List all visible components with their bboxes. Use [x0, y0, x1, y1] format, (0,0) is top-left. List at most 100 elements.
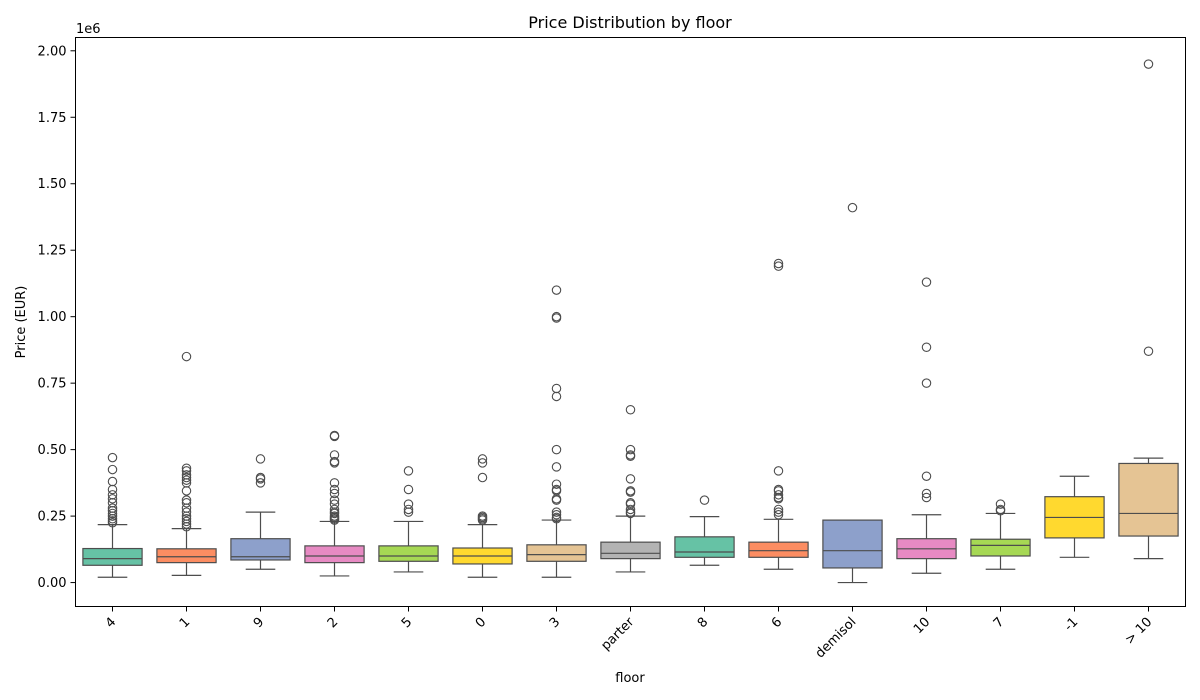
y-tick-label: 2.00: [38, 44, 67, 59]
outlier-point: [921, 378, 932, 388]
outlier-point: [625, 450, 636, 460]
outlier-point: [181, 475, 192, 485]
iqr-box: [674, 536, 735, 558]
outlier-point: [107, 484, 118, 495]
outlier-point: [181, 498, 192, 508]
outlier-point: [699, 495, 710, 505]
y-axis-ticks: 0.00 0.25 0.50 0.75 1.00 1.25 1.50 1.75 2.00: [38, 44, 76, 591]
outlier-point: [995, 504, 1006, 515]
y-tick-label: 0.50: [38, 443, 67, 458]
outlier-point: [625, 498, 636, 508]
outlier-point: [551, 512, 562, 523]
outlier-point: [995, 499, 1006, 509]
box-9: [230, 454, 291, 570]
outlier-point: [181, 472, 192, 483]
iqr-box: [970, 538, 1031, 557]
outlier-point: [773, 510, 784, 520]
x-tick-label: 5: [399, 615, 415, 631]
iqr-box: [82, 547, 143, 566]
outlier-point: [181, 516, 192, 527]
outlier-point: [181, 507, 192, 517]
outlier-point: [625, 474, 636, 484]
y-tick-label: 1.75: [38, 111, 67, 126]
iqr-box: [230, 538, 291, 561]
outlier-point: [403, 466, 414, 476]
outlier-point: [107, 490, 118, 500]
iqr-box: [156, 548, 217, 564]
iqr-box: [1118, 462, 1179, 537]
outlier-point: [921, 342, 932, 353]
outlier-point: [181, 466, 192, 476]
box-10: [896, 277, 957, 574]
outlier-point: [181, 486, 192, 496]
outlier-point: [477, 458, 488, 468]
outlier-point: [847, 202, 858, 213]
x-tick-label: 0: [473, 615, 489, 631]
outlier-point: [329, 484, 340, 495]
outlier-point: [773, 484, 784, 495]
box--1: [1044, 475, 1105, 558]
plot-frame: [75, 37, 1186, 607]
outlier-point: [625, 404, 636, 415]
iqr-box: [600, 541, 661, 560]
outlier-point: [551, 383, 562, 394]
outlier-point: [551, 507, 562, 517]
x-tick-label: > 10: [1122, 615, 1155, 648]
box-> 10: [1118, 59, 1179, 560]
x-tick-label: 6: [769, 615, 785, 631]
outlier-point: [255, 478, 266, 488]
x-tick-label: 7: [991, 615, 1007, 631]
outlier-point: [477, 472, 488, 483]
outlier-point: [107, 508, 118, 519]
x-tick-label: 4: [103, 615, 119, 631]
box-0: [452, 454, 513, 578]
box-5: [378, 466, 439, 573]
outlier-point: [107, 494, 118, 504]
outlier-point: [625, 486, 636, 496]
outlier-point: [1143, 59, 1154, 69]
outlier-point: [329, 495, 340, 505]
box-7: [970, 499, 1031, 570]
outlier-point: [403, 504, 414, 515]
outlier-point: [551, 311, 562, 322]
outlier-point: [773, 258, 784, 269]
x-tick-label: 8: [695, 615, 711, 631]
outlier-point: [329, 456, 340, 467]
iqr-box: [822, 519, 883, 569]
outlier-point: [181, 463, 192, 473]
outlier-point: [181, 351, 192, 362]
box-demisol: [822, 202, 883, 584]
box-4: [82, 452, 143, 578]
outlier-point: [773, 261, 784, 271]
outlier-point: [329, 430, 340, 441]
y-tick-label: 1.25: [38, 244, 67, 259]
outlier-point: [921, 277, 932, 287]
x-axis-label: floor: [615, 671, 645, 686]
outlier-point: [625, 444, 636, 455]
y-tick-label: 0.25: [38, 510, 67, 525]
outlier-point: [921, 492, 932, 503]
outlier-point: [107, 503, 118, 513]
outlier-point: [181, 470, 192, 480]
x-tick-label: 10: [911, 615, 933, 637]
x-tick-label: parter: [598, 614, 637, 653]
iqr-box: [304, 545, 365, 564]
y-tick-label: 1.50: [38, 177, 67, 192]
outlier-point: [921, 488, 932, 499]
x-tick-label: 3: [547, 615, 563, 631]
x-tick-label: 9: [251, 615, 267, 631]
outlier-point: [551, 285, 562, 295]
outlier-point: [773, 504, 784, 515]
x-tick-label: demisol: [813, 615, 860, 662]
box-6: [748, 258, 809, 570]
outlier-point: [181, 495, 192, 505]
outlier-point: [329, 504, 340, 515]
outlier-point: [551, 462, 562, 472]
outlier-point: [1143, 346, 1154, 356]
outlier-point: [403, 499, 414, 509]
iqr-box: [526, 544, 587, 562]
outlier-point: [329, 488, 340, 499]
x-tick-label: 2: [325, 615, 341, 631]
outlier-point: [329, 499, 340, 509]
